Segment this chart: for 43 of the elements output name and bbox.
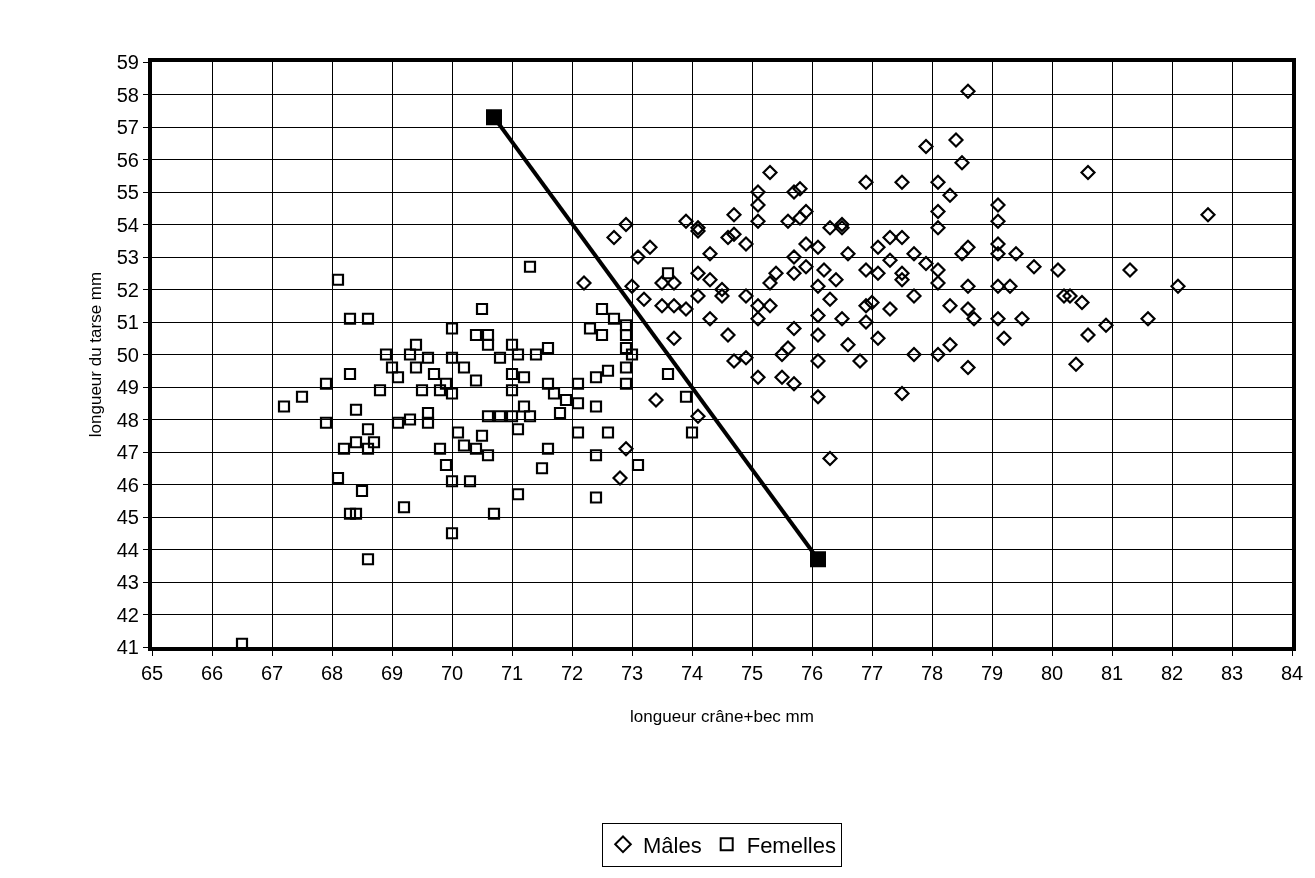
y-tick-label: 49	[116, 376, 139, 398]
y-tick-label: 45	[116, 506, 139, 528]
x-tick-label: 74	[680, 662, 704, 684]
y-tick-label: 43	[116, 571, 139, 593]
x-tick-label: 66	[200, 662, 224, 684]
x-tick-label: 77	[860, 662, 884, 684]
x-tick-label: 70	[440, 662, 464, 684]
y-tick-label: 50	[116, 343, 139, 366]
y-tick-label: 54	[116, 213, 139, 236]
x-tick-label: 65	[140, 662, 164, 684]
y-tick-label: 48	[116, 408, 139, 431]
x-tick-label: 67	[260, 662, 284, 684]
y-tick-label: 55	[116, 181, 139, 203]
x-tick-label: 81	[1100, 662, 1124, 684]
x-tick-label: 79	[980, 662, 1004, 684]
x-tick-label: 72	[560, 662, 584, 684]
y-tick-label: 47	[116, 441, 139, 463]
x-axis-title: longueur crâne+bec mm	[630, 706, 814, 726]
x-tick-label: 78	[920, 662, 944, 684]
x-tick-label: 84	[1280, 662, 1304, 684]
y-tick-label: 58	[116, 83, 139, 106]
x-tick-label: 73	[620, 662, 644, 684]
x-tick-label: 83	[1220, 662, 1244, 684]
y-tick-label: 52	[116, 278, 139, 301]
y-tick-label: 41	[116, 636, 139, 658]
x-tick-label: 68	[320, 662, 344, 684]
y-tick-label: 46	[116, 473, 139, 496]
x-tick-label: 69	[380, 662, 404, 684]
x-tick-label: 76	[800, 662, 824, 684]
y-tick-label: 59	[116, 51, 139, 73]
y-tick-label: 42	[116, 603, 139, 626]
x-tick-label: 82	[1160, 662, 1184, 684]
y-axis-title: longueur du tarse mm	[85, 271, 105, 438]
x-tick-label: 80	[1040, 662, 1064, 684]
x-tick-label: 75	[740, 662, 764, 684]
legend-label: Femelles	[746, 832, 836, 858]
y-tick-label: 57	[116, 116, 139, 138]
y-tick-label: 44	[116, 538, 139, 561]
x-tick-label: 71	[500, 662, 524, 684]
y-tick-label: 53	[116, 246, 139, 268]
y-tick-label: 51	[116, 311, 139, 333]
y-tick-label: 56	[116, 148, 139, 171]
legend-label: Mâles	[643, 832, 702, 858]
